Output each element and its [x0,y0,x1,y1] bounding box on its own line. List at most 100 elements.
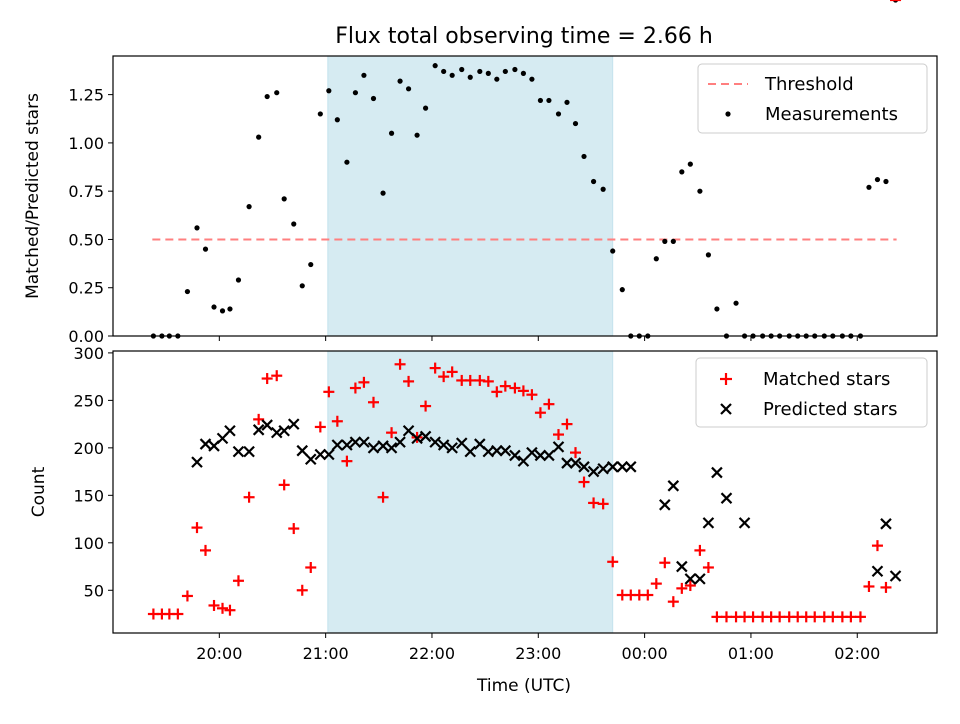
predicted-star-point [385,442,398,454]
measurement-point [227,306,233,312]
measurement-point [370,95,377,102]
top-legend: Threshold Measurements [697,63,928,134]
predicted-stars-series [191,418,902,585]
bottom-x-tick-label: 20:00 [196,644,242,663]
measurement-point [520,70,527,76]
measurement-point [194,225,200,231]
bottom-x-tick-label: 00:00 [622,644,668,663]
predicted-star-point [694,573,706,585]
measurement-point [555,111,562,117]
measurement-point [291,221,297,227]
predicted-star-point [191,456,203,468]
matched-star-point [377,491,389,503]
measurement-point [874,176,881,183]
predicted-star-point [534,449,547,462]
predicted-star-point [684,573,697,585]
bottom-x-axis-label: Time (UTC) [476,676,571,696]
matched-star-point [702,561,714,573]
predicted-star-point [569,457,582,469]
measurement-point [546,97,552,104]
measurement-point [512,66,518,73]
predicted-star-point [349,436,362,448]
top-y-tick-label: 0.25 [68,279,104,298]
measurement-point [202,246,209,252]
matched-star-point [667,596,679,608]
predicted-star-point [491,444,503,457]
matched-star-point [314,421,326,433]
measurement-point [733,300,739,306]
bottom-y-tick-label: 250 [73,391,104,410]
matched-star-point [694,544,706,556]
bottom-legend-box [695,357,928,428]
measurement-point [380,190,386,196]
measurement-point [467,74,473,80]
matched-star-point [607,556,619,568]
measurement-point [388,130,395,136]
bottom-y-tick-label: 200 [73,439,104,458]
matched-star-point [271,370,283,382]
matched-star-point [517,385,529,397]
predicted-star-point [341,439,353,451]
measurement-point [485,70,491,76]
matched-star-point [526,389,538,401]
measurement-point [564,99,570,105]
measurement-point [352,90,359,96]
measurement-point [537,97,544,104]
matched-star-point [482,375,494,387]
legend-measurements-swatch [725,111,731,117]
legend-predicted-label: Predicted stars [763,399,897,420]
bottom-plot-frame [112,350,938,634]
predicted-star-point [331,439,344,451]
predicted-star-point [711,466,723,479]
top-y-tick-label: 0.00 [68,327,104,346]
matched-star-point [288,523,300,535]
measurement-point [653,256,659,262]
matched-star-point [642,589,654,601]
measurement-point [274,90,280,96]
predicted-star-point [419,430,432,443]
matched-star-point [711,611,723,623]
predicted-star-point [659,499,671,511]
measurement-point [246,204,252,210]
predicted-star-point [702,517,715,529]
bottom-legend: Matched stars Predicted stars [695,357,928,428]
predicted-star-point [232,445,245,458]
predicted-star-point [323,448,335,461]
measurement-point [679,169,685,175]
top-plot-frame [112,55,938,337]
measurement-point [883,178,889,185]
predicted-star-point [720,492,733,504]
matched-star-point [509,382,521,394]
matched-star-point [552,429,564,441]
measurement-point [502,68,508,75]
matched-star-point [358,376,370,388]
matched-star-point [367,396,379,408]
measurement-point [219,308,226,314]
measurement-point [361,72,367,78]
legend-predicted-swatch [720,403,732,415]
predicted-star-point [499,444,512,457]
bottom-y-axis-label: Count [29,466,49,517]
bottom-x-tick-label: 22:00 [409,644,455,663]
predicted-star-point [464,445,477,458]
matched-star-point [499,380,511,392]
predicted-star-point [561,457,573,469]
predicted-star-point [358,436,370,448]
bottom-x-tick-label: 21:00 [303,644,349,663]
matched-star-point [208,599,220,611]
matched-star-point [534,407,546,419]
matched-star-point [403,375,415,387]
matched-star-point [491,386,503,398]
matched-star-point [253,413,265,425]
predicted-star-point [625,461,637,473]
predicted-star-point [394,436,406,448]
predicted-star-point [871,565,884,578]
top-legend-box [697,63,928,134]
matched-star-point [278,479,290,491]
top-panel: 0.00 0.25 0.50 0.75 1.00 1.25 Matched/Predict… [23,0,938,346]
bottom-y-tick-label: 150 [73,486,104,505]
bottom-x-tick-label: 01:00 [728,644,774,663]
matched-star-point [464,374,476,386]
top-y-tick-label: 1.25 [68,86,104,105]
